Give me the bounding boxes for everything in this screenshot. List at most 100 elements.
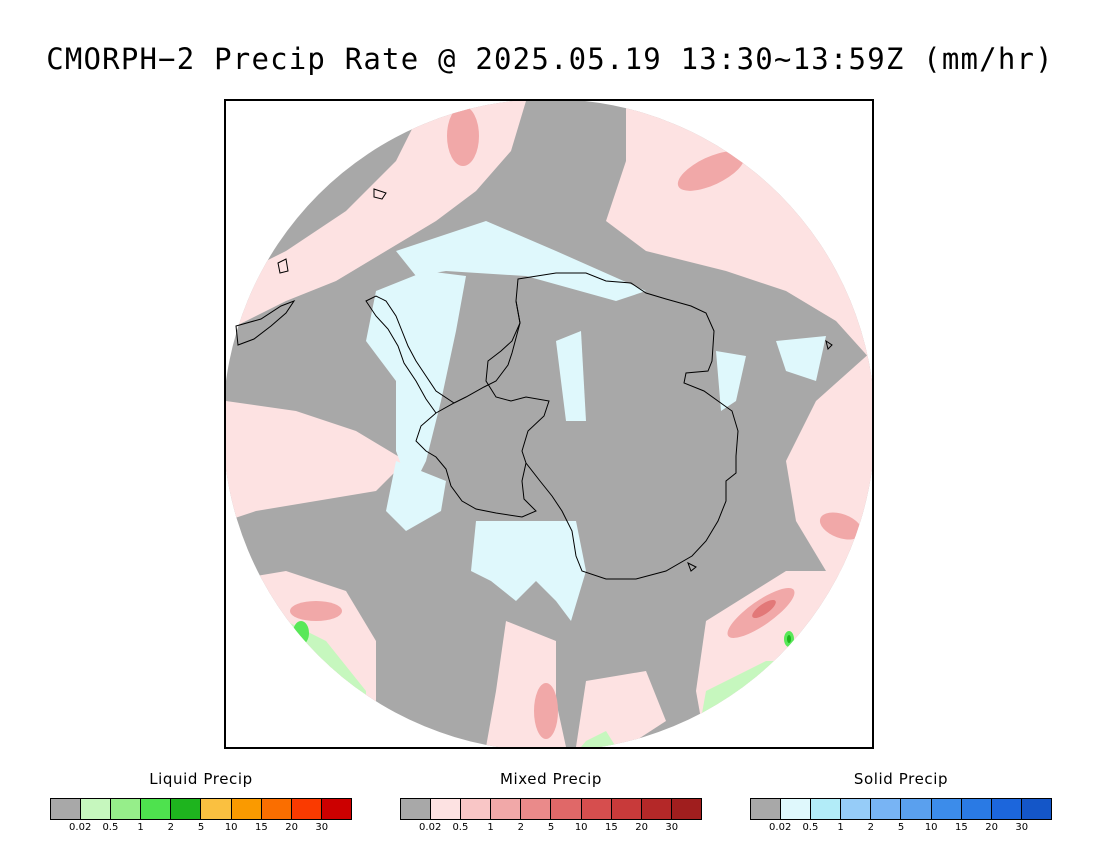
legend-mixed: Mixed Precip 0.02 0.5 1 2 5 10 15 20 30 (400, 770, 702, 838)
legend-tick-label: 10 (924, 822, 938, 833)
legend-tick-label: 15 (255, 822, 268, 833)
legend-swatch (51, 799, 82, 819)
island-coastline-3 (687, 561, 697, 572)
legend-swatch (321, 799, 351, 819)
legend-swatch (201, 799, 232, 819)
legend-tick-label: 30 (1015, 822, 1029, 833)
legend-swatch (841, 799, 872, 819)
legend-swatch (431, 799, 462, 819)
antarctica-west-coastline (415, 300, 537, 518)
island-coastline-2 (825, 339, 833, 350)
legend-swatch (901, 799, 932, 819)
legend-solid: Solid Precip 0.02 0.5 1 2 5 10 15 20 30 (750, 770, 1052, 838)
legend-swatch (871, 799, 902, 819)
legend-tick-label: 5 (547, 822, 555, 833)
legend-swatch (491, 799, 522, 819)
solid-precip-region-south (471, 521, 586, 621)
legend-tick-label: 0.5 (452, 822, 469, 833)
legend-tick-label: 10 (224, 822, 238, 833)
legend-colorbar (750, 798, 1052, 820)
legend-tick-label: 20 (635, 822, 648, 833)
legend-tick-label: 5 (197, 822, 205, 833)
mixed-precip-moderate-3 (819, 512, 863, 540)
legend-tick-label: 30 (665, 822, 679, 833)
chart-title: CMORPH−2 Precip Rate @ 2025.05.19 13:30~… (46, 42, 1054, 76)
legend-swatch (171, 799, 202, 819)
legend-tick-label: 15 (605, 822, 618, 833)
legend-colorbar (50, 798, 352, 820)
liquid-precip-moderate-1 (293, 621, 309, 645)
legend-tick-label: 5 (897, 822, 905, 833)
legend-swatch (231, 799, 262, 819)
legend-title: Mixed Precip (499, 770, 603, 788)
antarctic-peninsula-coastline (365, 295, 455, 414)
legend-swatch (291, 799, 322, 819)
legend-ticks: 0.02 0.5 1 2 5 10 15 20 30 (50, 822, 352, 838)
legend-swatch (261, 799, 292, 819)
mixed-precip-region-north (226, 101, 526, 331)
legend-swatch (1021, 799, 1051, 819)
island-coastline-1 (373, 188, 387, 200)
solid-precip-streak-1 (556, 331, 586, 421)
antarctica-east-coastline (485, 272, 739, 580)
liquid-precip-region-south (581, 731, 616, 747)
legend-title: Liquid Precip (149, 770, 253, 788)
legend-swatch (671, 799, 701, 819)
legend-swatch (811, 799, 842, 819)
legend-swatch (751, 799, 782, 819)
solid-precip-streak-2 (716, 351, 746, 411)
legend-swatch (781, 799, 812, 819)
solid-precip-streak-3 (776, 336, 826, 381)
legend-swatch (581, 799, 612, 819)
solid-precip-region-north (396, 221, 646, 301)
legend-swatch (141, 799, 172, 819)
legend-swatch (461, 799, 492, 819)
mixed-precip-region-west (226, 401, 406, 521)
precip-map (224, 99, 874, 749)
legend-tick-label: 0.02 (69, 822, 92, 833)
legend-swatch (641, 799, 672, 819)
legend-tick-label: 0.02 (419, 822, 442, 833)
legend-swatch (401, 799, 432, 819)
legend-liquid: Liquid Precip 0.02 0.5 1 2 5 10 15 20 30 (50, 770, 352, 838)
legend-tick-label: 1 (487, 822, 494, 833)
legend-swatch (521, 799, 552, 819)
falkland-coastline (277, 258, 289, 274)
legend-tick-label: 20 (285, 822, 298, 833)
legend-tick-label: 0.5 (102, 822, 119, 833)
legend-tick-label: 1 (837, 822, 844, 833)
legend-colorbar (400, 798, 702, 820)
legend-ticks: 0.02 0.5 1 2 5 10 15 20 30 (750, 822, 1052, 838)
mixed-precip-moderate-6 (534, 683, 558, 739)
legend-swatch (611, 799, 642, 819)
legend-tick-label: 20 (985, 822, 998, 833)
legend-tick-label: 2 (517, 822, 524, 833)
legend-title: Solid Precip (853, 770, 949, 788)
polar-map-svg (226, 101, 872, 747)
legend-tick-label: 15 (955, 822, 968, 833)
mixed-precip-moderate-5 (290, 601, 342, 621)
legend-tick-label: 0.02 (769, 822, 792, 833)
legend-swatch (931, 799, 962, 819)
legend-swatch (551, 799, 582, 819)
legend-tick-label: 10 (574, 822, 588, 833)
mixed-precip-moderate-1 (447, 106, 479, 166)
legend-tick-label: 2 (167, 822, 174, 833)
mixed-precip-moderate-2 (677, 151, 745, 191)
coastline (235, 188, 833, 580)
legend-ticks: 0.02 0.5 1 2 5 10 15 20 30 (400, 822, 702, 838)
south-america-coastline (235, 299, 296, 346)
mixed-precip-heavy-1 (752, 599, 776, 619)
legend-swatch (991, 799, 1022, 819)
legend-tick-label: 30 (315, 822, 329, 833)
precip-field (226, 101, 872, 747)
legend-swatch (111, 799, 142, 819)
legend-swatch (81, 799, 112, 819)
solid-precip-region-southwest (386, 461, 446, 531)
legend-swatch (961, 799, 992, 819)
legend-tick-label: 1 (137, 822, 144, 833)
mixed-precip-region-south-2 (576, 671, 666, 747)
legend-tick-label: 2 (867, 822, 874, 833)
legend-tick-label: 0.5 (802, 822, 819, 833)
liquid-precip-heavy-1 (787, 635, 791, 643)
